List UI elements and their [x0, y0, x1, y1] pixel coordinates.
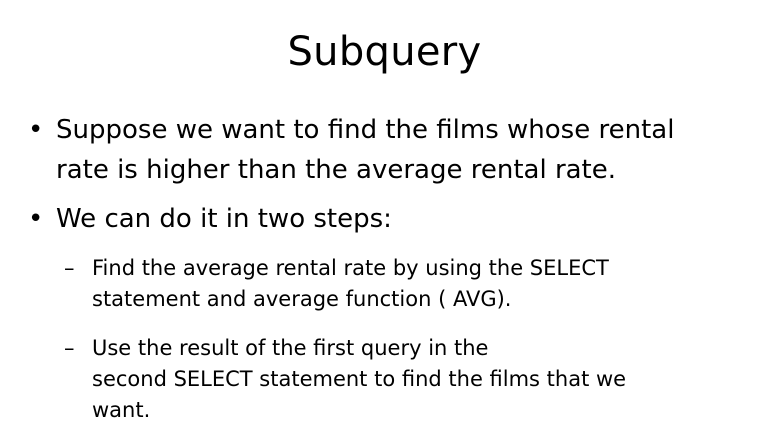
sub-bullet-line: statement and average function ( AVG). — [92, 287, 512, 311]
sub-bullet-line: second SELECT statement to find the film… — [92, 367, 627, 391]
sub-bullet-line: Find the average rental rate by using th… — [92, 256, 609, 280]
bullet-marker: • — [28, 115, 44, 145]
slide-title: Subquery — [287, 29, 482, 75]
bullet-line: rate is higher than the average rental r… — [56, 155, 617, 185]
bullet-marker: • — [28, 204, 44, 234]
bullet-line: We can do it in two steps: — [56, 204, 392, 234]
sub-bullet-marker: – — [64, 336, 75, 360]
bullet-line: Suppose we want to find the films whose … — [56, 115, 675, 145]
sub-bullet-line: Use the result of the first query in the — [92, 336, 489, 360]
sub-bullet-line: want. — [92, 398, 151, 422]
sub-bullet-marker: – — [64, 256, 75, 280]
